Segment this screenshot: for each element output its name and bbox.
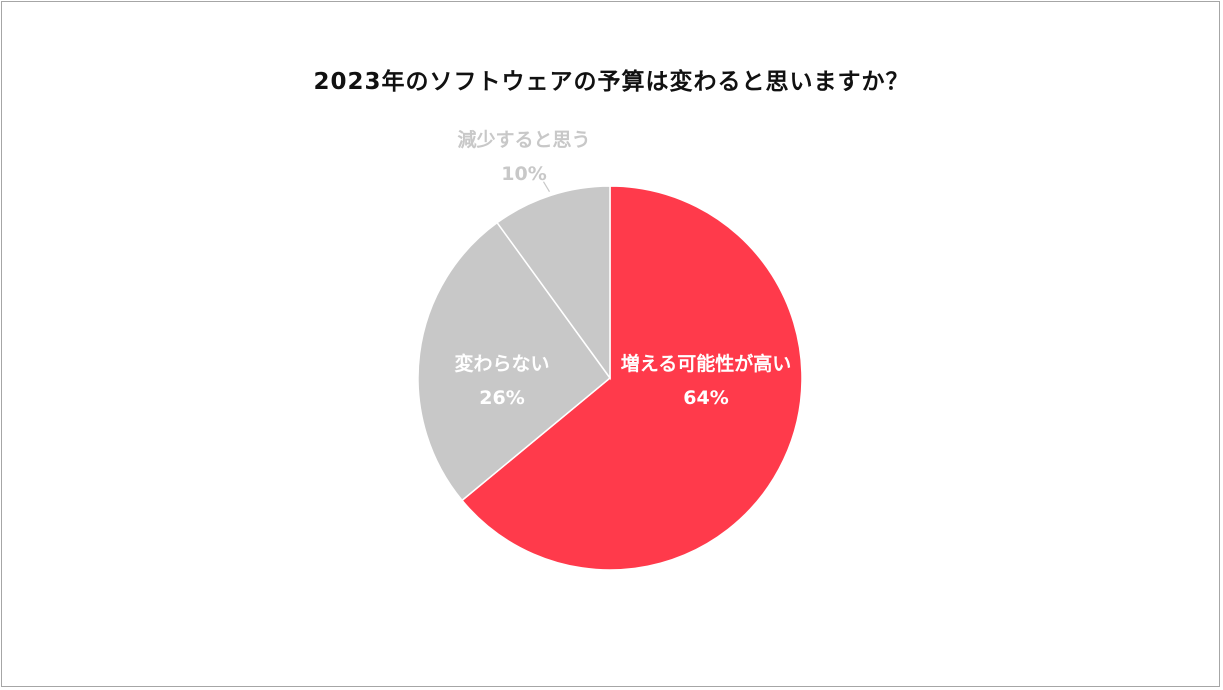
slice-value-label: 26% — [479, 387, 524, 409]
chart-title: 2023年のソフトウェアの予算は変わると思いますか？ — [313, 69, 910, 95]
slice-label: 変わらない — [454, 352, 549, 375]
slice-label: 減少すると思う — [457, 128, 590, 151]
slice-label: 増える可能性が高い — [621, 352, 791, 375]
slice-value-label: 64% — [683, 387, 728, 409]
slice-value-label: 10% — [501, 163, 546, 185]
pie-slice-2 — [417, 221, 612, 502]
pie-slice-3 — [496, 185, 611, 381]
pie-slice-1 — [461, 185, 803, 571]
leader-line — [542, 181, 550, 193]
